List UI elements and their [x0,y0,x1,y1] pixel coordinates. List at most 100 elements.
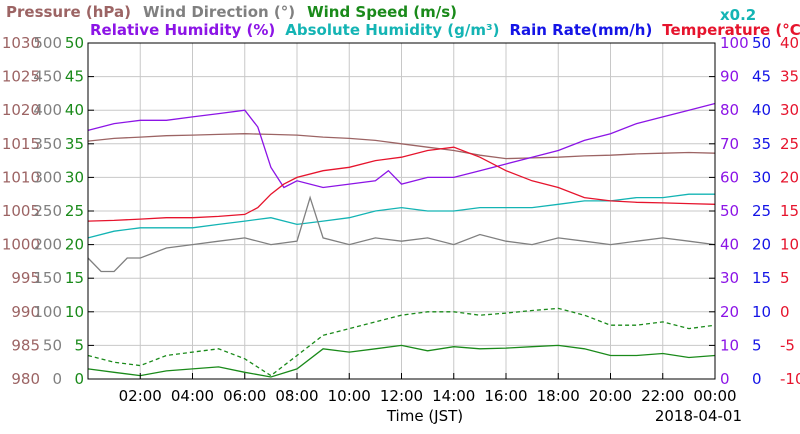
y-axes: 9809859909951000100510101015102010251030… [2,34,800,388]
legend-item-row2-0: Relative Humidity (%) [90,21,275,39]
y-tick-label-wind_direction: 500 [33,34,62,52]
y-tick-label-temperature: 25 [780,135,799,153]
y-tick-label-humidity: 100 [720,34,749,52]
legend-item-row1-0: Pressure (hPa) [6,3,131,21]
y-tick-label-humidity: 50 [720,202,739,220]
series-line-6 [87,307,716,377]
y-tick-label-rain: 10 [752,303,771,321]
y-tick-label-humidity: 0 [720,370,730,388]
x-tick-label: 10:00 [328,387,371,405]
y-tick-label-wind_direction: 100 [33,303,62,321]
x-tick-label: 16:00 [484,387,527,405]
y-tick-label-wind_speed: 40 [65,101,84,119]
y-tick-label-humidity: 30 [720,269,739,287]
y-tick-label-humidity: 40 [720,236,739,254]
y-tick-label-wind_speed: 10 [65,303,84,321]
y-tick-label-temperature: 0 [780,303,790,321]
series-line-3 [87,146,716,222]
legend: Pressure (hPa) Wind Direction (°) Wind Spe… [6,3,800,39]
y-tick-label-humidity: 10 [720,336,739,354]
series-layer [87,102,716,378]
y-tick-label-humidity: 80 [720,101,739,119]
y-tick-label-temperature: 20 [780,168,799,186]
x-tick-label: 00:00 [693,387,736,405]
y-tick-label-temperature: 15 [780,202,799,220]
y-tick-label-rain: 15 [752,269,771,287]
y-tick-label-humidity: 60 [720,168,739,186]
x-axis: 02:00 04:00 06:00 08:00 10:00 12:00 14:00 16:00… [119,373,737,405]
y-tick-label-wind_speed: 30 [65,168,84,186]
y-tick-label-rain: 35 [752,135,771,153]
y-tick-label-rain: 40 [752,101,771,119]
y-tick-label-wind_direction: 200 [33,236,62,254]
y-tick-label-wind_direction: 350 [33,135,62,153]
y-tick-label-rain: 20 [752,236,771,254]
y-tick-label-wind_speed: 0 [74,370,84,388]
y-tick-label-pressure: 1005 [2,202,40,220]
y-tick-label-rain: 0 [752,370,762,388]
y-tick-label-pressure: 995 [11,269,40,287]
y-tick-label-wind_direction: 400 [33,101,62,119]
y-tick-label-pressure: 985 [11,336,40,354]
y-tick-label-wind_direction: 250 [33,202,62,220]
x-axis-label: Time (JST) [386,407,463,425]
y-tick-label-temperature: -10 [780,370,800,388]
y-tick-label-wind_direction: 0 [52,370,62,388]
y-tick-label-rain: 30 [752,168,771,186]
y-tick-label-wind_speed: 35 [65,135,84,153]
y-tick-label-temperature: 10 [780,236,799,254]
y-tick-label-pressure: 1020 [2,101,40,119]
y-tick-label-wind_direction: 300 [33,168,62,186]
y-tick-label-wind_direction: 150 [33,269,62,287]
y-tick-label-wind_speed: 20 [65,236,84,254]
series-line-0 [87,133,716,160]
y-tick-label-rain: 25 [752,202,771,220]
rain-scale-note-text: x0.2 [720,6,756,24]
y-tick-label-pressure: 1030 [2,34,40,52]
series-line-1 [87,102,716,189]
y-tick-label-rain: 45 [752,68,771,86]
x-tick-label: 22:00 [641,387,684,405]
y-tick-label-pressure: 1000 [2,236,40,254]
y-tick-label-temperature: 40 [780,34,799,52]
y-tick-label-humidity: 90 [720,68,739,86]
y-tick-label-pressure: 980 [11,370,40,388]
y-tick-label-wind_speed: 5 [74,336,84,354]
y-tick-label-pressure: 1015 [2,135,40,153]
y-tick-label-wind_direction: 450 [33,68,62,86]
y-tick-label-temperature: -5 [780,336,795,354]
legend-item-row2-1: Absolute Humidity (g/m³) [285,21,499,39]
y-tick-label-wind_speed: 15 [65,269,84,287]
x-tick-label: 14:00 [432,387,475,405]
y-tick-label-rain: 5 [752,336,762,354]
y-tick-label-pressure: 990 [11,303,40,321]
y-tick-label-wind_direction: 50 [43,336,62,354]
y-tick-label-wind_speed: 25 [65,202,84,220]
y-tick-label-pressure: 1010 [2,168,40,186]
x-tick-label: 12:00 [380,387,423,405]
x-tick-label: 06:00 [223,387,266,405]
series-line-4 [87,195,716,273]
x-tick-label: 04:00 [171,387,214,405]
x-tick-label: 20:00 [589,387,632,405]
y-tick-label-pressure: 1025 [2,68,40,86]
legend-item-row2-2: Rain Rate(mm/h) [509,21,652,39]
rain-scale-note: x0.2 [720,6,756,24]
y-tick-label-rain: 50 [752,34,771,52]
x-tick-label: 08:00 [275,387,318,405]
y-tick-label-wind_speed: 45 [65,68,84,86]
y-tick-label-wind_speed: 50 [65,34,84,52]
y-tick-label-humidity: 20 [720,303,739,321]
date-label: 2018-04-01 [655,407,742,425]
grid [88,43,715,379]
series-line-5 [87,344,716,378]
y-tick-label-temperature: 5 [780,269,790,287]
legend-item-row1-2: Wind Speed (m/s) [307,3,457,21]
y-tick-label-humidity: 70 [720,135,739,153]
y-tick-label-temperature: 35 [780,68,799,86]
legend-item-row1-1: Wind Direction (°) [143,3,295,21]
x-tick-label: 02:00 [119,387,162,405]
x-tick-label: 18:00 [537,387,580,405]
